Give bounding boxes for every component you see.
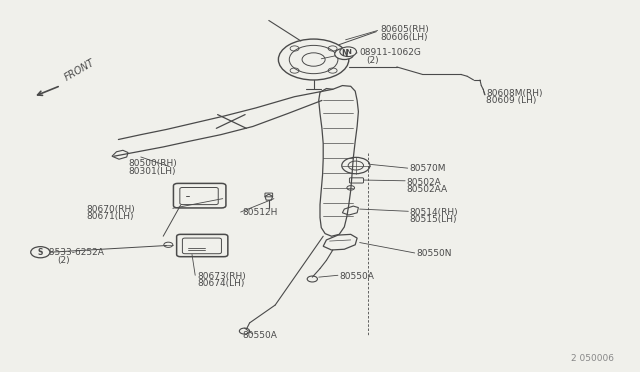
Text: 80502AA: 80502AA — [406, 185, 447, 194]
Circle shape — [335, 48, 354, 60]
Text: 08911-1062G: 08911-1062G — [360, 48, 422, 57]
Text: 80609 (LH): 80609 (LH) — [486, 96, 537, 105]
Text: N: N — [345, 49, 351, 55]
Text: 80674(LH): 80674(LH) — [197, 279, 244, 288]
Text: 80671(LH): 80671(LH) — [86, 212, 134, 221]
Text: 80515(LH): 80515(LH) — [410, 215, 457, 224]
Text: 80301(LH): 80301(LH) — [128, 167, 175, 176]
Text: S: S — [38, 248, 43, 257]
Text: 80514(RH): 80514(RH) — [410, 208, 458, 217]
Text: 08533-6252A: 08533-6252A — [44, 248, 104, 257]
Text: 80512H: 80512H — [242, 208, 277, 217]
Text: 80570M: 80570M — [410, 164, 446, 173]
Text: 80673(RH): 80673(RH) — [197, 272, 246, 280]
Text: 80606(LH): 80606(LH) — [381, 33, 428, 42]
Text: FRONT: FRONT — [63, 57, 97, 83]
Text: 80550N: 80550N — [416, 249, 451, 258]
Text: 80502A: 80502A — [406, 178, 441, 187]
Circle shape — [31, 247, 50, 258]
Text: 80550A: 80550A — [242, 331, 276, 340]
Text: 80670(RH): 80670(RH) — [86, 205, 135, 214]
Text: 80500(RH): 80500(RH) — [128, 159, 177, 168]
Text: 80550A: 80550A — [339, 272, 374, 280]
Text: 80608M(RH): 80608M(RH) — [486, 89, 543, 97]
Text: 80605(RH): 80605(RH) — [381, 25, 429, 34]
Circle shape — [340, 47, 356, 57]
Text: 2 050006: 2 050006 — [572, 354, 614, 363]
Text: (2): (2) — [58, 256, 70, 265]
Text: (2): (2) — [366, 56, 379, 65]
Text: N: N — [341, 49, 348, 58]
